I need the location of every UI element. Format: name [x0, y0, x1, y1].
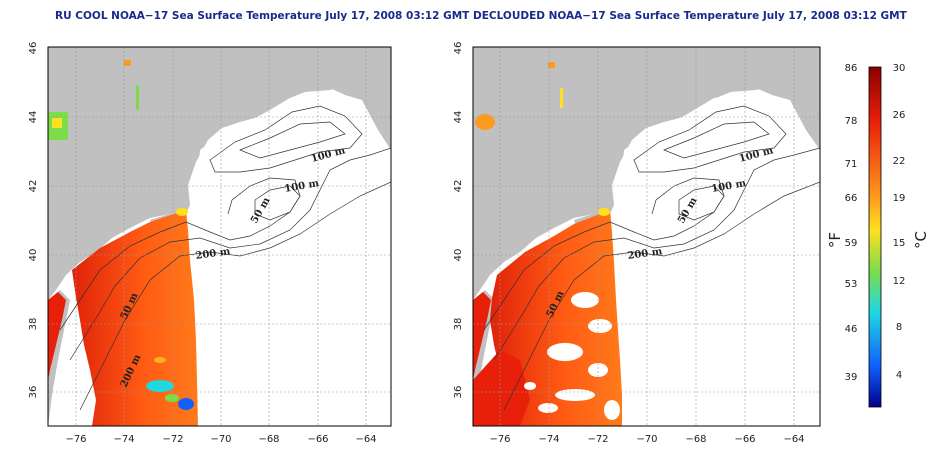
gom-patch-2	[136, 85, 139, 110]
cool-patch-3	[165, 394, 179, 402]
x-tick-label: −74	[538, 434, 559, 445]
temperature-colorbar: 86 78 71 66 59 53 46 39 30 26 22 19 15 1…	[826, 63, 930, 408]
land-mass	[473, 47, 820, 300]
x-tick-label: −64	[783, 434, 804, 445]
right-map-frame	[472, 46, 821, 427]
f-tick-label: 46	[845, 324, 858, 335]
warm-patch-1	[176, 208, 188, 216]
x-tick-label: −72	[587, 434, 608, 445]
y-tick-label: 44	[453, 111, 464, 124]
cool-patch-1	[146, 380, 174, 392]
c-tick-label: 4	[896, 370, 902, 381]
land-nova-scotia	[726, 58, 820, 92]
fahrenheit-unit-label: °F	[826, 232, 844, 248]
sst-swath-raw	[72, 210, 198, 426]
y-tick-label: 40	[453, 249, 464, 262]
sst-lower-coast	[473, 350, 530, 426]
gulf-of-maine-shelf	[196, 96, 370, 220]
left-map-frame	[47, 46, 392, 427]
contour-label: 200 m	[627, 246, 664, 262]
contour-200m	[503, 181, 820, 411]
f-tick-label: 39	[845, 372, 858, 383]
x-tick-label: −74	[113, 434, 134, 445]
x-tick-label: −70	[210, 434, 231, 445]
gom-patch-1	[548, 62, 555, 68]
gom-patch-4	[52, 118, 62, 128]
f-tick-label: 53	[845, 279, 858, 290]
gulf-of-maine-shelf	[620, 96, 794, 220]
right-map-panel: 100 m 100 m 50 m 200 m 50 m −76 −74 −72 …	[453, 42, 821, 445]
y-tick-label: 36	[453, 386, 464, 399]
warm-patch-1	[598, 208, 610, 216]
x-tick-label: −66	[734, 434, 755, 445]
c-tick-label: 19	[893, 193, 906, 204]
land-nova-scotia	[300, 58, 391, 92]
x-tick-label: −76	[489, 434, 510, 445]
f-tick-label: 78	[845, 116, 858, 127]
y-tick-label: 42	[28, 180, 39, 193]
left-y-axis: 36 38 40 42 44 46	[28, 42, 39, 399]
contour-100m	[493, 147, 820, 361]
sst-estuary	[473, 292, 491, 380]
c-tick-label: 26	[893, 110, 906, 121]
x-tick-label: −72	[162, 434, 183, 445]
x-tick-label: −68	[258, 434, 279, 445]
f-tick-label: 86	[845, 63, 858, 74]
contour-georges	[254, 185, 301, 221]
cool-patch-2	[178, 398, 194, 410]
warm-patch-2	[154, 357, 166, 363]
y-tick-label: 38	[453, 318, 464, 331]
right-panel-title: DECLOUDED NOAA−17 Sea Surface Temperatur…	[473, 10, 907, 22]
x-tick-label: −76	[65, 434, 86, 445]
f-tick-label: 66	[845, 193, 858, 204]
y-tick-label: 42	[453, 180, 464, 193]
x-tick-label: −64	[355, 434, 376, 445]
f-tick-label: 59	[845, 238, 858, 249]
c-tick-label: 15	[893, 238, 906, 249]
x-tick-label: −66	[307, 434, 328, 445]
right-x-axis: −76 −74 −72 −70 −68 −66 −64	[489, 434, 804, 445]
y-tick-label: 44	[28, 111, 39, 124]
y-tick-label: 40	[28, 249, 39, 262]
c-tick-label: 30	[893, 63, 906, 74]
contour-gom	[209, 105, 363, 173]
left-x-axis: −76 −74 −72 −70 −68 −66 −64	[65, 434, 376, 445]
gom-patch-3	[475, 114, 495, 130]
sst-estuary	[48, 292, 66, 380]
contour-gom	[633, 105, 787, 173]
y-tick-label: 38	[28, 318, 39, 331]
celsius-ticks: 30 26 22 19 15 12 8 4	[893, 63, 906, 381]
left-map-panel: 100 m 100 m 50 m 200 m 50 m 200 m −76 −7…	[28, 42, 392, 445]
left-grid	[48, 47, 391, 426]
f-tick-label: 71	[845, 159, 858, 170]
contour-50m	[59, 177, 301, 331]
gom-patch-2	[560, 88, 563, 108]
right-grid	[473, 47, 820, 426]
x-tick-label: −68	[685, 434, 706, 445]
colorbar-bar	[868, 66, 882, 408]
contour-gom-inner	[663, 121, 770, 159]
c-tick-label: 22	[893, 156, 906, 167]
x-tick-label: −70	[636, 434, 657, 445]
contour-georges	[678, 185, 725, 221]
celsius-unit-label: °C	[912, 231, 930, 249]
land-mass	[48, 47, 391, 300]
y-tick-label: 46	[453, 42, 464, 55]
contour-50m	[483, 177, 725, 331]
left-panel-title: RU COOL NOAA−17 Sea Surface Temperature …	[55, 10, 470, 22]
fahrenheit-ticks: 86 78 71 66 59 53 46 39	[845, 63, 858, 383]
contour-label: 200 m	[195, 246, 232, 262]
right-y-axis: 36 38 40 42 44 46	[453, 42, 464, 399]
y-tick-label: 36	[28, 386, 39, 399]
contour-gom-inner	[239, 121, 346, 159]
gom-patch-1	[124, 60, 131, 66]
y-tick-label: 46	[28, 42, 39, 55]
c-tick-label: 8	[896, 322, 902, 333]
contour-200m	[79, 181, 391, 411]
contour-100m	[69, 147, 391, 361]
c-tick-label: 12	[893, 276, 906, 287]
